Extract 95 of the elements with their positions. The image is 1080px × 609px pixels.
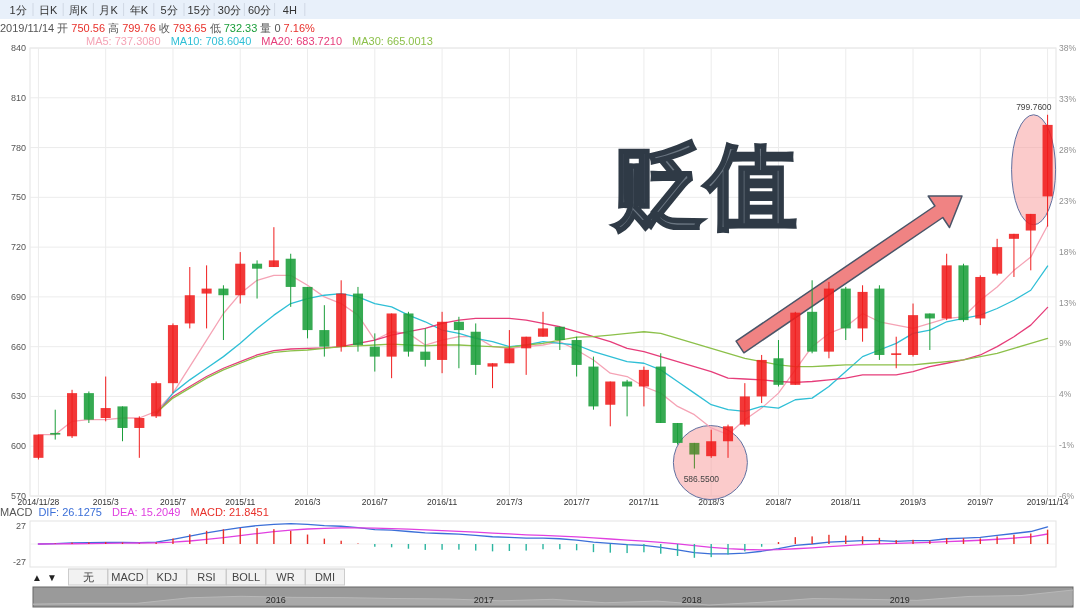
- candlestick: [100, 376, 111, 422]
- y-tick-label: 840: [10, 43, 26, 53]
- candlestick: [420, 327, 431, 368]
- x-tick-label: 2016/7: [361, 497, 389, 507]
- y-tick-label: 660: [10, 341, 26, 352]
- text: 60分: [247, 4, 272, 16]
- y2-tick-label: 18%: [1059, 246, 1077, 257]
- text: 1分: [9, 4, 27, 16]
- candlestick: [891, 336, 902, 369]
- text: 月K: [99, 4, 119, 16]
- text: 30分: [217, 4, 242, 16]
- y2-tick-label: 13%: [1059, 297, 1077, 308]
- text: MA20: 683.7210: [261, 35, 343, 47]
- x-tick-label: 2016/11: [427, 497, 458, 507]
- text: MACD: [111, 571, 144, 583]
- series-label: MACD: 21.8451: [190, 506, 269, 518]
- candlestick: [706, 429, 717, 459]
- text: 15分: [187, 4, 211, 16]
- y-tick-label: 630: [10, 391, 26, 402]
- candlestick: [369, 332, 380, 373]
- text: WR: [276, 571, 295, 583]
- x-tick-label: 2019/7: [967, 497, 994, 507]
- candlestick: [117, 405, 128, 442]
- candlestick: [504, 329, 515, 364]
- x-tick-label: 2018/11: [830, 497, 862, 507]
- x-tick-label: 2019: [889, 595, 910, 605]
- candlestick: [638, 366, 649, 407]
- candlestick: [453, 316, 464, 369]
- y-tick-label: -27: [12, 556, 26, 567]
- text: ▲: [32, 572, 42, 583]
- annotation: 586.5500: [683, 473, 720, 484]
- candlestick: [268, 226, 279, 268]
- y2-tick-label: 33%: [1059, 93, 1077, 104]
- x-tick-label: 2017/11: [628, 497, 660, 507]
- candlestick: [722, 424, 734, 459]
- candlestick: [924, 312, 935, 351]
- text: MA5: 737.3080: [86, 35, 161, 47]
- candlestick: [218, 284, 229, 341]
- y-tick-label: 27: [15, 521, 26, 532]
- y2-tick-label: 23%: [1059, 195, 1077, 206]
- text: ▼: [47, 572, 57, 583]
- chart-title: 2019/11/14 开 750.56 高 799.76 收 793.65 低 732.33 量 0 7.16%: [0, 22, 315, 34]
- x-tick-label: 2019/3: [900, 497, 927, 507]
- text: MA10: 708.6040: [170, 35, 252, 47]
- y2-tick-label: -1%: [1059, 440, 1075, 451]
- y-tick-label: 690: [10, 291, 26, 302]
- candlestick: [487, 362, 498, 389]
- text: 日K: [39, 4, 59, 16]
- y2-tick-label: 9%: [1059, 338, 1072, 349]
- x-tick-label: 2017: [473, 595, 494, 605]
- y2-tick-label: 38%: [1059, 43, 1077, 53]
- text: 4H: [282, 4, 297, 16]
- y-tick-label: 810: [10, 92, 26, 103]
- x-tick-label: 2016: [265, 595, 286, 605]
- candlestick: [252, 259, 263, 300]
- x-tick-label: 2017/7: [563, 497, 590, 507]
- text: DMI: [314, 571, 336, 583]
- candlestick: [33, 434, 44, 460]
- text: KDJ: [156, 571, 178, 583]
- text: 周K: [69, 4, 89, 16]
- x-tick-label: 2015/11: [225, 497, 256, 507]
- candlestick: [1025, 213, 1036, 271]
- candlestick: [319, 304, 330, 358]
- candlestick: [201, 264, 212, 329]
- candlestick: [1008, 233, 1019, 278]
- candlestick: [134, 415, 145, 459]
- text: 5分: [160, 4, 178, 16]
- x-tick-label: 2015/3: [92, 497, 119, 507]
- candlestick: [605, 381, 616, 427]
- candlestick: [537, 311, 549, 338]
- text: DIF: 26.1275: [38, 506, 102, 518]
- x-tick-label: 2017/3: [496, 497, 523, 507]
- candlestick: [689, 442, 700, 470]
- x-tick-label: 2015/7: [159, 497, 187, 507]
- y-tick-label: 720: [10, 242, 26, 253]
- candlestick: [521, 336, 532, 376]
- text: 年K: [129, 4, 149, 16]
- text: BOLL: [231, 571, 261, 583]
- x-tick-label: 2018: [681, 595, 702, 605]
- text: MA30: 665.0013: [352, 35, 433, 47]
- text: 无: [82, 571, 94, 583]
- annotation: 贬值: [611, 135, 797, 237]
- y2-tick-label: 28%: [1059, 144, 1077, 155]
- chart-title: MACD: [0, 506, 33, 518]
- annotation: 799.7600: [1016, 101, 1052, 112]
- text: DEA: 15.2049: [111, 506, 181, 518]
- x-tick-label: 2018/3: [698, 497, 725, 507]
- x-tick-label: 2018/7: [765, 497, 792, 507]
- text: RSI: [197, 571, 216, 583]
- candlestick: [50, 409, 61, 441]
- y-tick-label: 780: [10, 142, 26, 153]
- x-tick-label: 2016/3: [294, 497, 321, 507]
- y-tick-label: 600: [10, 441, 26, 452]
- y2-tick-label: 4%: [1059, 389, 1072, 400]
- y-tick-label: 750: [10, 192, 26, 203]
